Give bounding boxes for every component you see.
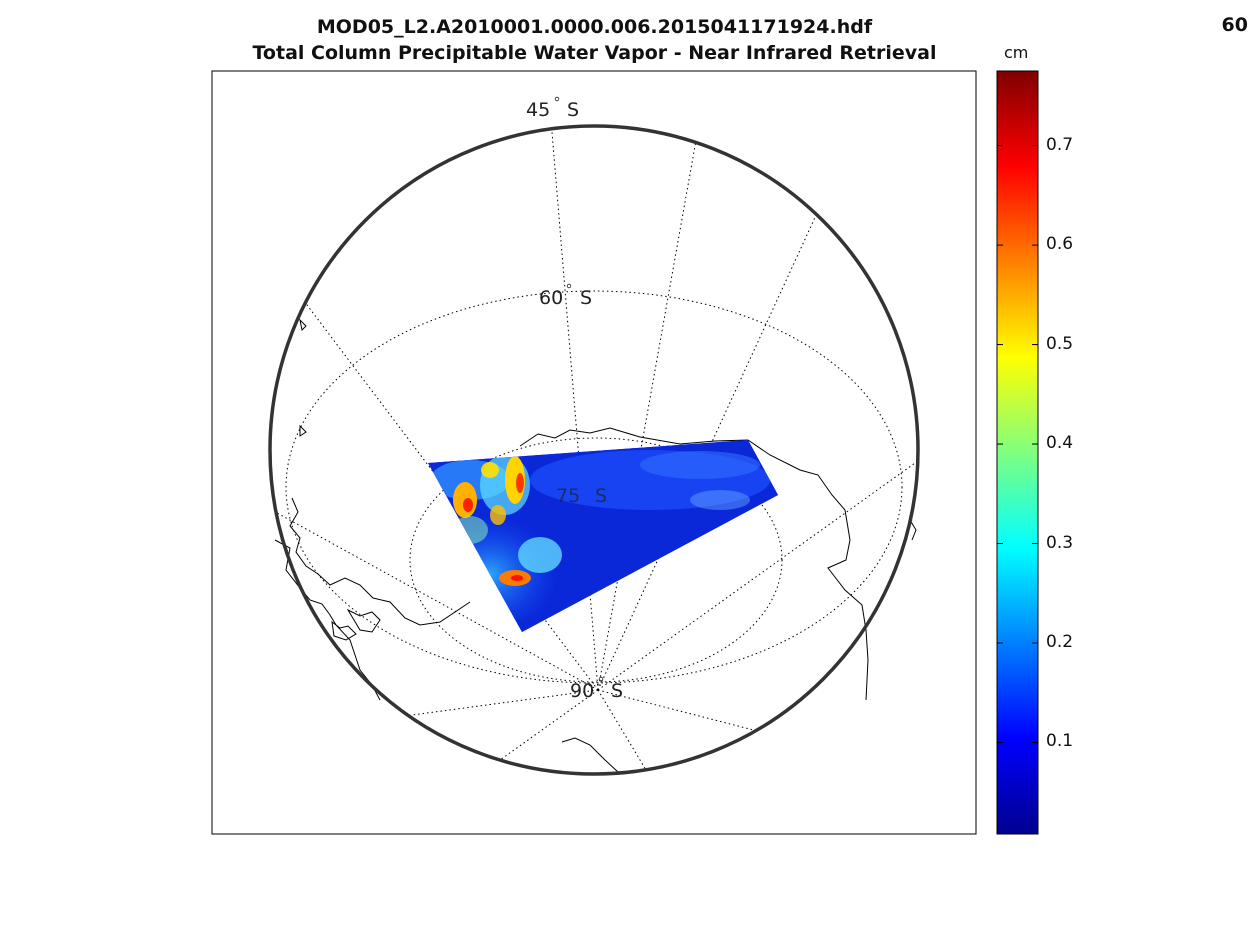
colorbar-tick-label: 0.2 xyxy=(1046,632,1074,652)
coastlines xyxy=(274,318,917,773)
coastline-peninsula-west xyxy=(274,539,381,701)
figure-title-filename: MOD05_L2.A2010001.0000.006.2015041171924… xyxy=(316,16,873,38)
latitude-label-90s: 90 S xyxy=(570,676,623,702)
colorbar-tick-label: 0.1 xyxy=(1046,731,1074,752)
colorbar-tick-label: 0.7 xyxy=(1046,134,1074,155)
figure-title-variable: Total Column Precipitable Water Vapor - … xyxy=(252,42,937,64)
latitude-label-45s: 45 S xyxy=(526,96,579,121)
graticule-parallel-60s xyxy=(285,290,903,684)
coastline-peninsula xyxy=(289,497,471,626)
coastline-antarctica-top xyxy=(519,427,749,447)
island-2 xyxy=(346,608,381,633)
svg-text:45: 45 xyxy=(526,99,550,121)
svg-text:S: S xyxy=(567,99,579,121)
colorbar-tick-label: 0.5 xyxy=(1046,333,1074,354)
colorbar-tick-label: 0.4 xyxy=(1046,433,1074,454)
island-3 xyxy=(299,318,307,332)
svg-text:S: S xyxy=(611,680,623,702)
svg-text:S: S xyxy=(595,485,607,507)
colorbar-tick-label: 0.6 xyxy=(1046,234,1074,255)
graticule-parallel-75s xyxy=(409,437,783,683)
island-1 xyxy=(331,620,357,641)
colorbar-unit-label: cm xyxy=(1004,43,1029,62)
latitude-label-75s: 75 S xyxy=(556,485,607,507)
latitude-label-60s: 60 S xyxy=(539,283,592,309)
island-4 xyxy=(299,424,307,437)
corner-label: 60 xyxy=(1221,14,1248,36)
colorbar-ticks xyxy=(997,145,1038,743)
colorbar xyxy=(996,70,1039,835)
svg-text:90: 90 xyxy=(570,680,594,702)
svg-text:S: S xyxy=(580,287,592,309)
map-boundary xyxy=(268,124,920,776)
coastline-east-tip xyxy=(909,519,917,541)
svg-text:75: 75 xyxy=(556,485,580,507)
colorbar-tick-label: 0.3 xyxy=(1046,532,1074,553)
svg-text:60: 60 xyxy=(539,287,563,309)
coastline-south xyxy=(561,737,619,773)
